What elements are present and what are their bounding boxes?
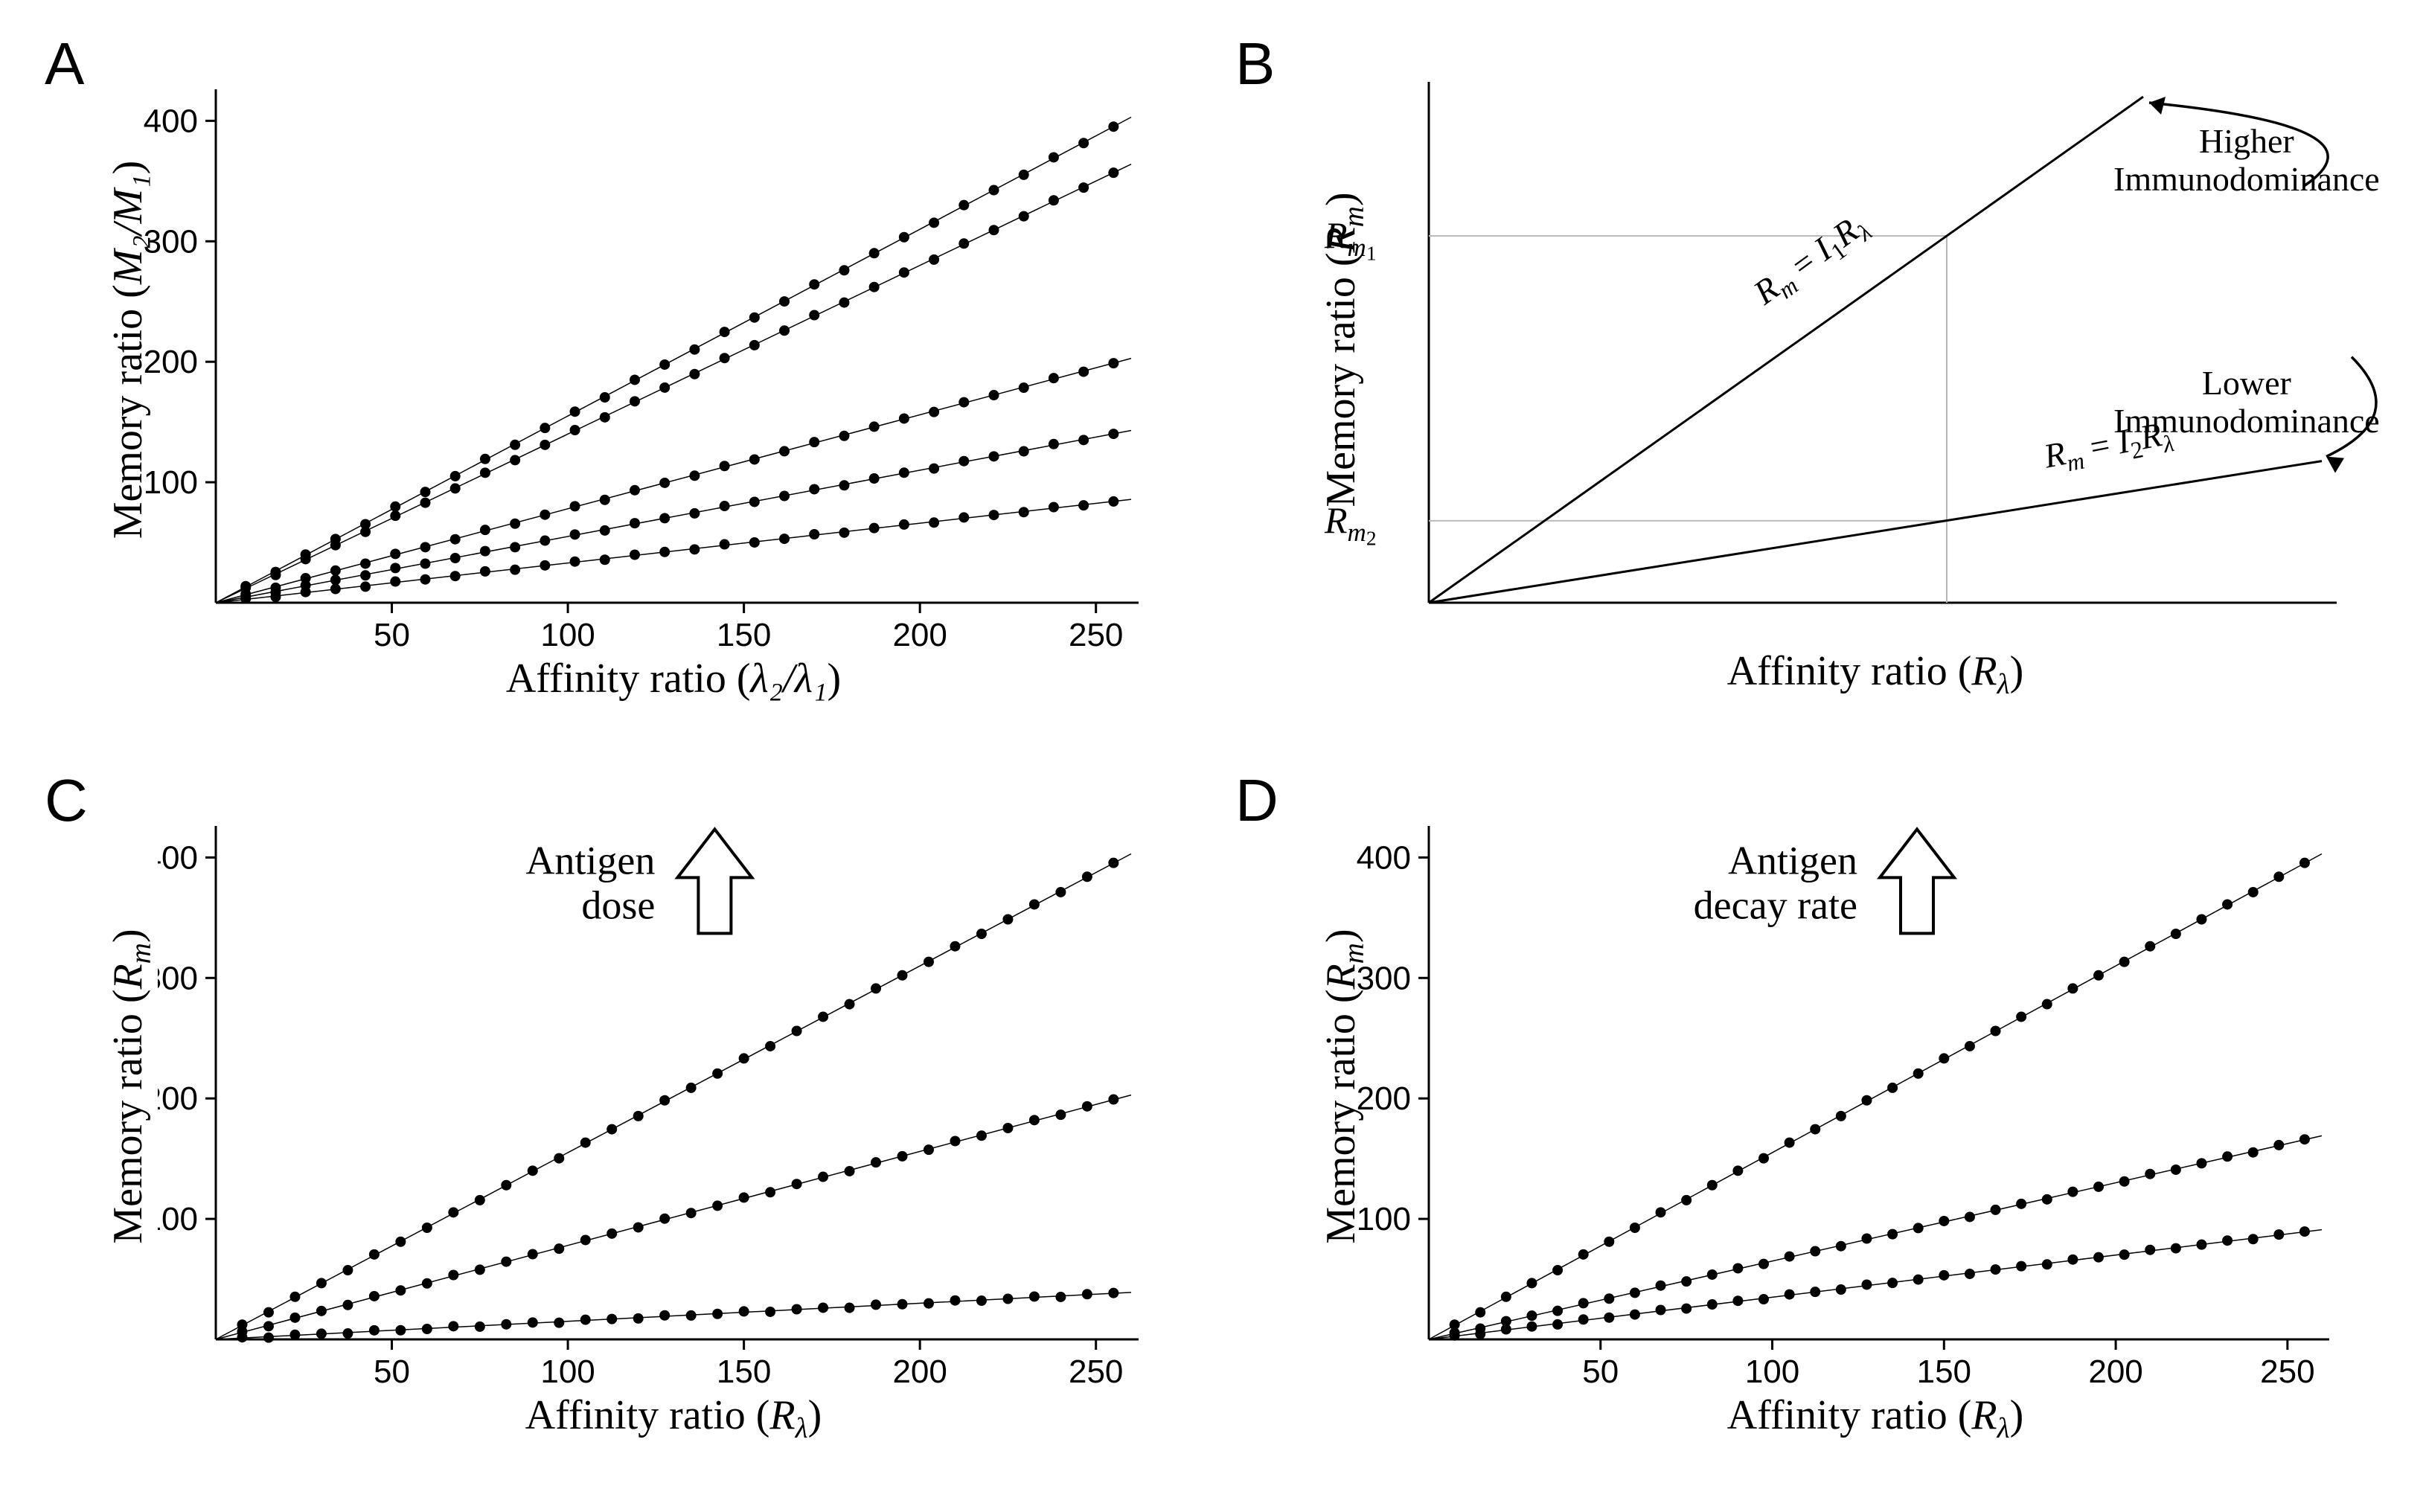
svg-text:200: 200 (892, 1354, 947, 1390)
plot-a: 50100150200250100200300400 (216, 97, 1131, 603)
svg-text:250: 250 (1069, 1354, 1123, 1390)
rm2-label: Rm2 (1325, 499, 1377, 551)
svg-text:200: 200 (2088, 1354, 2142, 1390)
plot-d: 50100150200250100200300400Antigendecay r… (1429, 833, 2322, 1339)
panel-label-d: D (1235, 766, 1278, 835)
svg-text:50: 50 (1582, 1354, 1619, 1390)
higher-immunodominance-label: HigherImmunodominance (2113, 123, 2380, 198)
svg-text:decay rate: decay rate (1694, 882, 1857, 927)
svg-text:50: 50 (374, 1354, 410, 1390)
x-axis-title-c: Affinity ratio (Rλ) (216, 1391, 1131, 1445)
panel-label-c: C (45, 766, 88, 835)
x-axis-title-d: Affinity ratio (Rλ) (1429, 1391, 2322, 1445)
panel-label-a: A (45, 30, 84, 98)
svg-text:100: 100 (540, 617, 595, 653)
svg-text:Antigen: Antigen (1728, 838, 1857, 882)
x-axis-title-b: Affinity ratio (Rλ) (1429, 647, 2322, 701)
y-axis-title-c-fix: Memory ratio (Rm) (104, 833, 158, 1339)
svg-text:150: 150 (717, 617, 771, 653)
svg-text:100: 100 (1745, 1354, 1799, 1390)
svg-text:50: 50 (374, 617, 410, 653)
svg-text:250: 250 (1069, 617, 1123, 653)
svg-text:150: 150 (717, 1354, 771, 1390)
svg-text:200: 200 (892, 617, 947, 653)
svg-text:Antigen: Antigen (525, 838, 655, 882)
panel-label-b: B (1235, 30, 1275, 98)
x-axis-title-a: Affinity ratio (λ₂/λ₁) (216, 655, 1131, 702)
lower-immunodominance-label: LowerImmunodominance (2113, 365, 2380, 440)
y-axis-title-d: Memory ratio (Rm) (1317, 833, 1371, 1339)
plot-c: 50100150200250100200300400Antigendose (216, 833, 1131, 1339)
y-axis-title-a: Memory ratio (M₂/M₁) (104, 97, 152, 603)
svg-text:dose: dose (581, 882, 655, 927)
rm1-label: Rm1 (1325, 214, 1377, 266)
svg-text:100: 100 (540, 1354, 595, 1390)
svg-text:250: 250 (2260, 1354, 2314, 1390)
svg-text:150: 150 (1917, 1354, 1971, 1390)
figure-root: A 50100150200250100200300400 Memory rati… (0, 0, 2426, 1512)
